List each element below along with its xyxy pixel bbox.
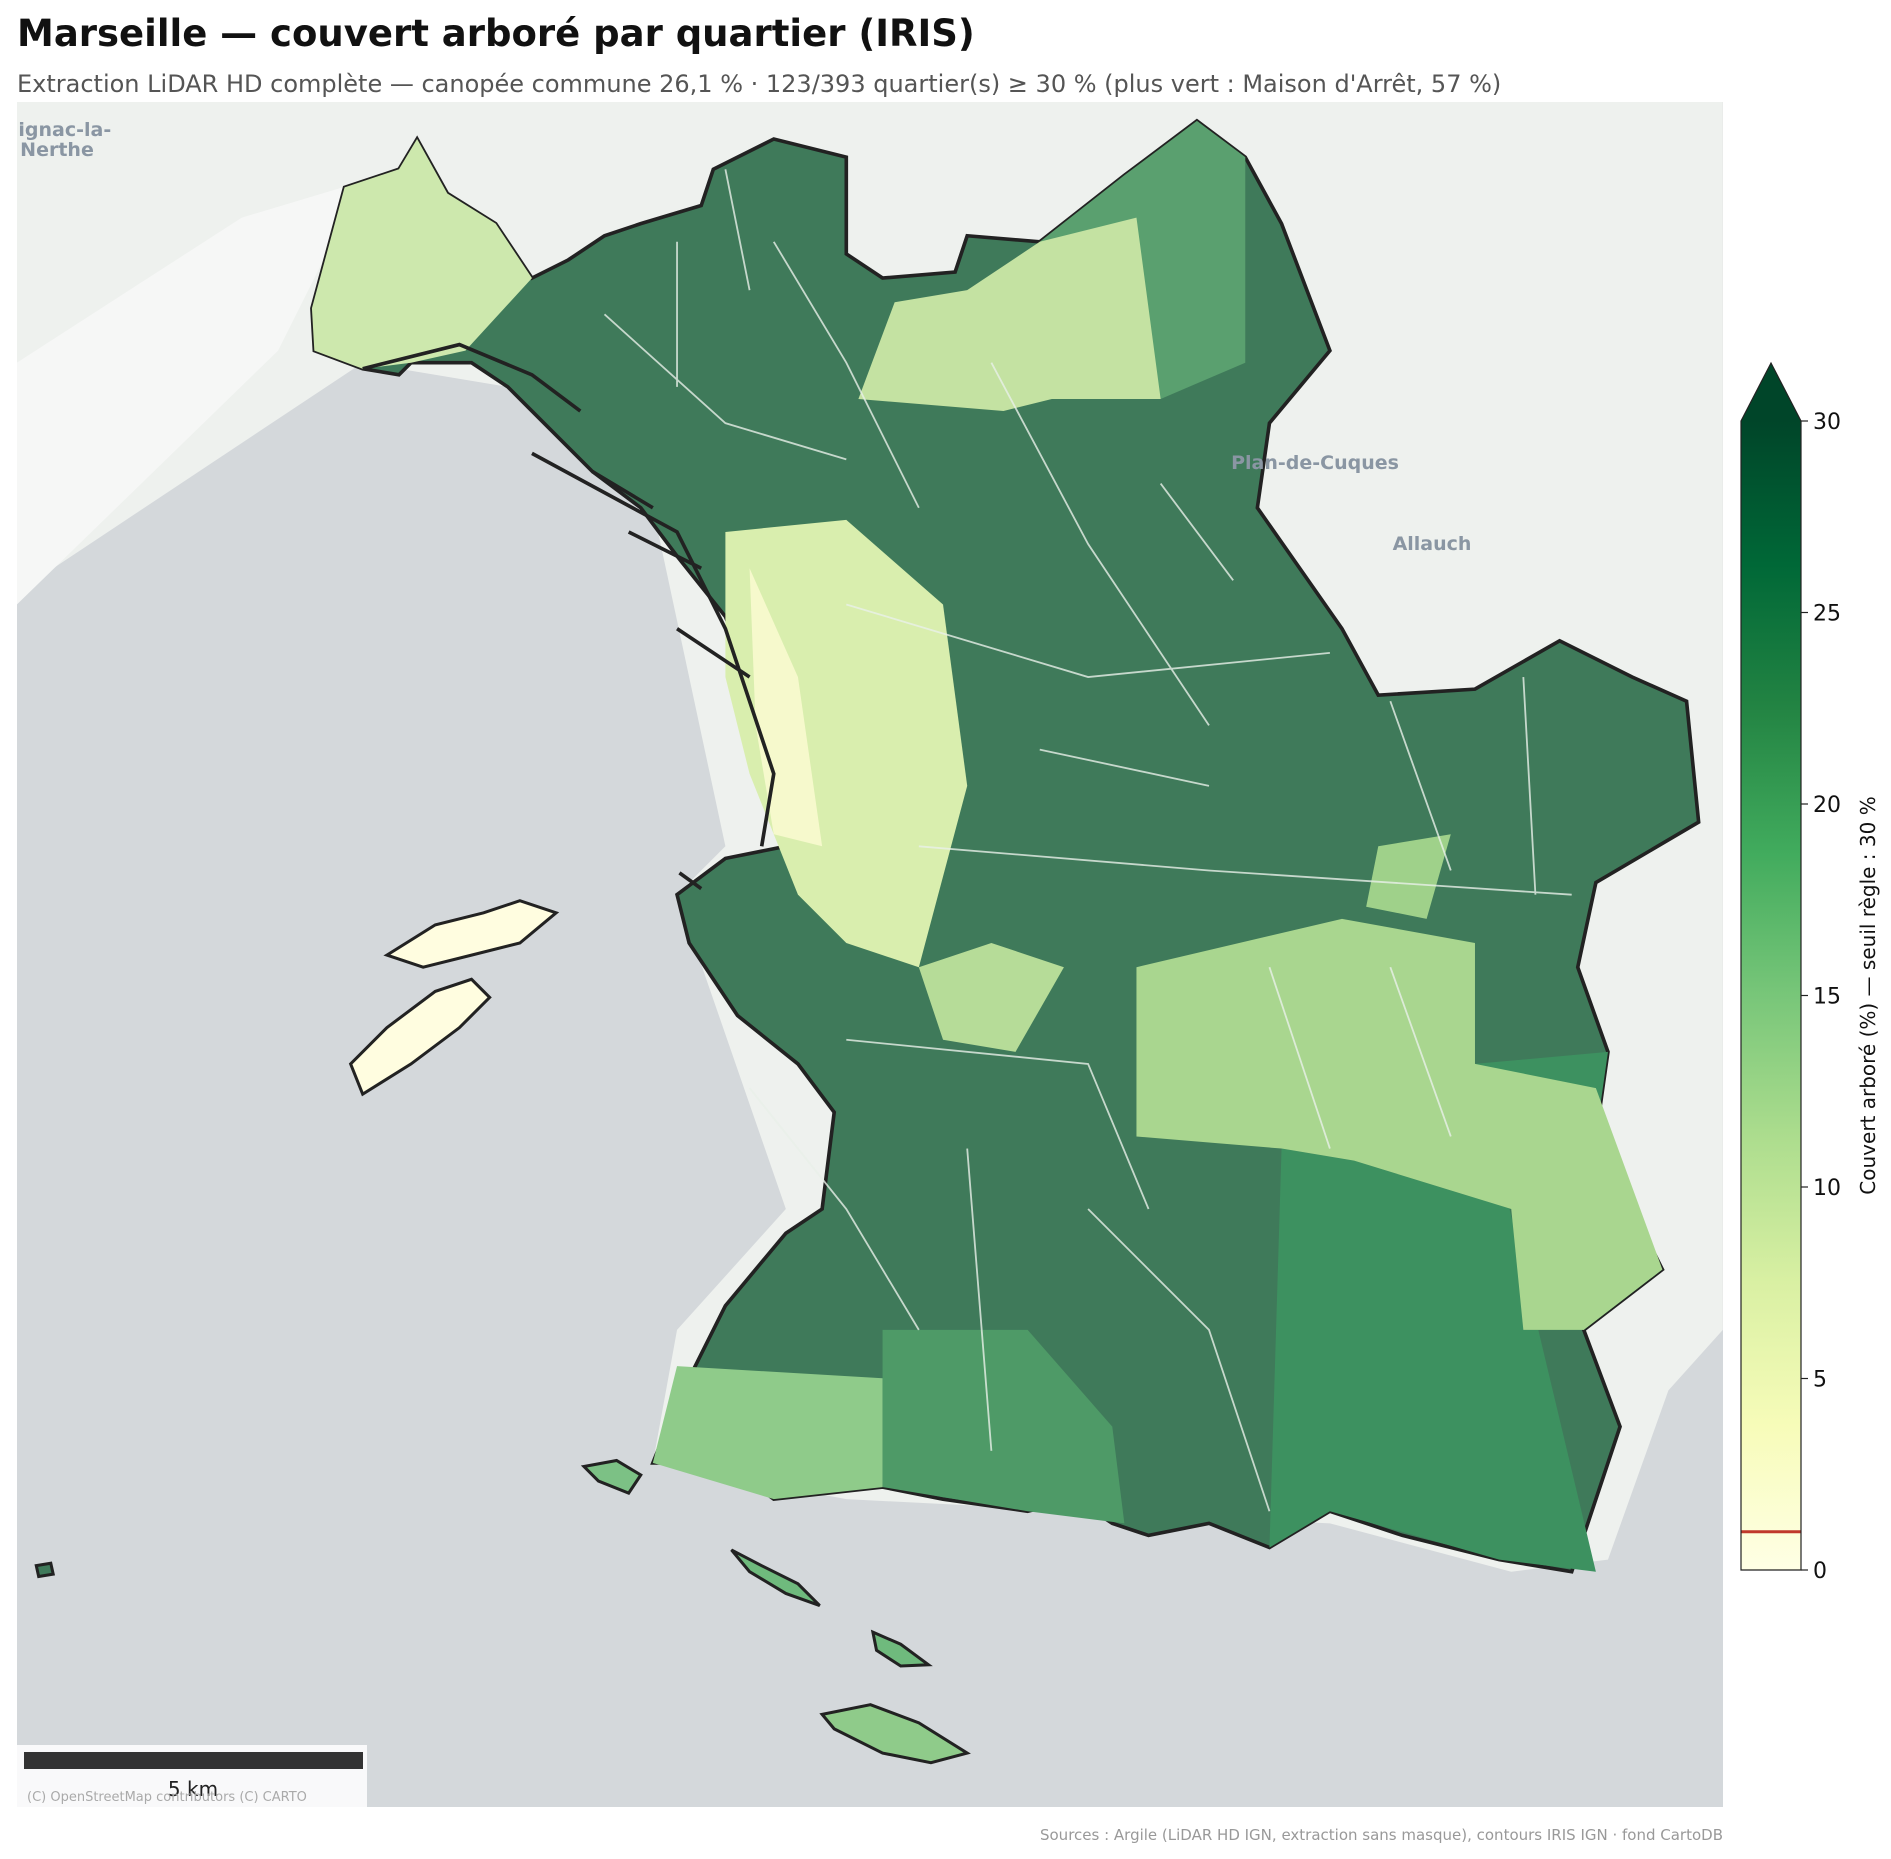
tick-label: 30 [1813,410,1841,435]
tick-label: 5 [1813,1368,1827,1393]
island [580,1458,643,1495]
zone [311,139,532,369]
basemap-label: Plan-de-Cuques [1231,452,1399,474]
scale-label: 5 km [168,1777,218,1801]
basemap-label: Allauch [1393,533,1472,555]
island [348,977,492,1097]
zone [882,1329,1125,1524]
island [870,1629,933,1668]
colorbar-frame [1740,361,1802,1571]
map: Gignac-la- Nerthe Plan-de-Cuques Allauch… [3,102,1723,1807]
basemap-label: Gignac-la- [3,119,111,141]
basemap-label: Nerthe [20,139,94,161]
colorbar-label: Couvert arboré (%) — seuil règle : 30 % [1856,796,1880,1194]
zone [652,1366,883,1500]
colorbar-gradient [1741,421,1801,1570]
zone [725,519,968,968]
iris-boundaries [603,169,1572,1512]
zone [858,217,1161,412]
zone [918,943,1064,1052]
attribution: (C) OpenStreetMap contributors (C) CARTO [27,1790,307,1805]
colorbar: 0 5 10 15 20 25 30 Couvert arboré (%) — seuil r… [1740,361,1880,1584]
tick-label: 15 [1813,985,1841,1010]
land-relief [17,181,363,605]
island [730,1548,821,1607]
tick-label: 25 [1813,602,1841,627]
island [34,1561,56,1579]
island [383,899,560,969]
map-layers [17,102,1723,1765]
island [819,1703,971,1765]
tick-label: 10 [1813,1176,1841,1201]
source: Sources : Argile (LiDAR HD IGN, extracti… [1040,1826,1723,1844]
scale-bar [24,1752,363,1769]
port-jetties [362,342,776,891]
subtitle: Extraction LiDAR HD complète — canopée c… [17,70,1501,98]
tick-label: 20 [1813,793,1841,818]
zone [1136,918,1663,1330]
colorbar-extend [1741,363,1801,421]
tick-label: 0 [1813,1559,1827,1584]
zone [749,568,823,847]
zone [1366,834,1451,919]
title: Marseille — couvert arboré par quartier … [17,12,975,55]
